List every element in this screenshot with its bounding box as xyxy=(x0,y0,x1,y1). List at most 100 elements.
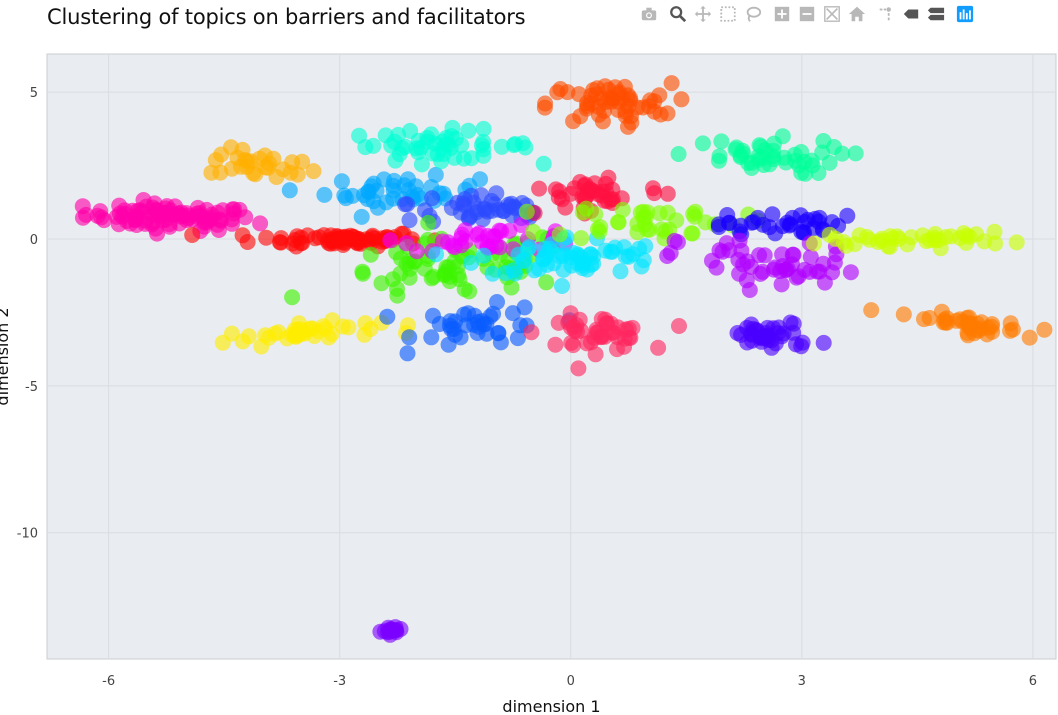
zoom-icon[interactable] xyxy=(665,2,690,26)
data-point[interactable] xyxy=(417,202,433,219)
data-point[interactable] xyxy=(650,339,667,356)
data-point[interactable] xyxy=(535,155,552,172)
data-point[interactable] xyxy=(159,198,175,215)
data-point[interactable] xyxy=(721,214,738,231)
data-point[interactable] xyxy=(767,335,784,352)
data-point[interactable] xyxy=(611,84,628,101)
data-point[interactable] xyxy=(516,299,533,316)
data-point[interactable] xyxy=(784,256,800,273)
data-point[interactable] xyxy=(478,315,495,332)
data-point[interactable] xyxy=(1021,329,1038,346)
data-point[interactable] xyxy=(593,327,610,344)
data-point[interactable] xyxy=(815,255,832,272)
data-point[interactable] xyxy=(428,246,445,263)
data-point[interactable] xyxy=(659,204,676,221)
data-point[interactable] xyxy=(391,146,408,163)
data-point[interactable] xyxy=(620,98,637,115)
data-point[interactable] xyxy=(360,183,377,200)
zoom-in-icon[interactable] xyxy=(769,2,794,26)
data-point[interactable] xyxy=(397,196,414,213)
data-point[interactable] xyxy=(587,346,604,363)
data-point[interactable] xyxy=(379,308,396,325)
data-point[interactable] xyxy=(551,226,568,243)
data-point[interactable] xyxy=(389,287,406,304)
data-point[interactable] xyxy=(275,161,292,178)
data-point[interactable] xyxy=(847,145,864,162)
data-point[interactable] xyxy=(935,314,952,331)
data-point[interactable] xyxy=(401,212,418,229)
data-point[interactable] xyxy=(984,323,1001,340)
data-point[interactable] xyxy=(492,334,509,351)
data-point[interactable] xyxy=(793,164,810,181)
data-point[interactable] xyxy=(531,180,548,197)
data-point[interactable] xyxy=(425,307,441,324)
data-point[interactable] xyxy=(479,203,496,220)
data-point[interactable] xyxy=(377,127,394,144)
data-point[interactable] xyxy=(739,334,756,351)
data-point[interactable] xyxy=(96,212,113,229)
data-point[interactable] xyxy=(1036,321,1053,338)
data-point[interactable] xyxy=(356,326,373,343)
data-point[interactable] xyxy=(955,225,972,242)
data-point[interactable] xyxy=(323,326,340,342)
data-point[interactable] xyxy=(895,306,912,323)
data-point[interactable] xyxy=(457,317,474,334)
data-point[interactable] xyxy=(288,238,305,255)
data-point[interactable] xyxy=(666,232,683,249)
data-point[interactable] xyxy=(413,156,430,173)
data-point[interactable] xyxy=(752,265,769,282)
data-point[interactable] xyxy=(252,215,269,232)
data-point[interactable] xyxy=(766,135,782,152)
data-point[interactable] xyxy=(802,249,819,265)
data-point[interactable] xyxy=(694,135,711,152)
data-point[interactable] xyxy=(526,262,543,279)
data-point[interactable] xyxy=(826,139,842,155)
data-point[interactable] xyxy=(574,204,591,221)
data-point[interactable] xyxy=(815,334,832,351)
data-point[interactable] xyxy=(427,166,444,183)
data-point[interactable] xyxy=(525,223,542,240)
data-point[interactable] xyxy=(930,232,947,248)
data-point[interactable] xyxy=(659,248,676,264)
data-point[interactable] xyxy=(743,160,760,176)
data-point[interactable] xyxy=(461,283,478,300)
data-point[interactable] xyxy=(651,87,668,104)
data-point[interactable] xyxy=(444,119,461,136)
data-point[interactable] xyxy=(821,226,838,243)
data-point[interactable] xyxy=(400,317,416,334)
data-point[interactable] xyxy=(571,311,588,328)
data-point[interactable] xyxy=(976,233,993,250)
data-point[interactable] xyxy=(257,327,274,344)
data-point[interactable] xyxy=(863,302,880,319)
data-point[interactable] xyxy=(637,238,654,255)
data-point[interactable] xyxy=(614,201,631,218)
autoscale-icon[interactable] xyxy=(819,2,844,26)
data-point[interactable] xyxy=(272,234,289,251)
data-point[interactable] xyxy=(572,174,589,190)
data-point[interactable] xyxy=(545,255,562,272)
data-point[interactable] xyxy=(645,180,661,197)
data-point[interactable] xyxy=(357,139,374,156)
data-point[interactable] xyxy=(569,323,585,340)
data-point[interactable] xyxy=(294,153,311,170)
data-point[interactable] xyxy=(420,214,437,231)
data-point[interactable] xyxy=(821,154,838,171)
data-point[interactable] xyxy=(437,266,454,283)
data-point[interactable] xyxy=(225,205,242,222)
data-point[interactable] xyxy=(790,268,807,285)
data-point[interactable] xyxy=(793,338,810,355)
data-point[interactable] xyxy=(751,247,768,264)
data-point[interactable] xyxy=(612,263,629,280)
data-point[interactable] xyxy=(445,321,462,337)
data-point[interactable] xyxy=(670,146,687,162)
lasso-select-icon[interactable] xyxy=(740,2,765,26)
data-point[interactable] xyxy=(440,336,457,353)
data-point[interactable] xyxy=(423,329,440,346)
data-point[interactable] xyxy=(810,165,827,181)
data-point[interactable] xyxy=(583,95,600,112)
data-point[interactable] xyxy=(493,138,510,155)
data-point[interactable] xyxy=(635,99,652,116)
data-point[interactable] xyxy=(806,235,822,252)
data-point[interactable] xyxy=(484,265,501,282)
data-point[interactable] xyxy=(711,148,728,165)
